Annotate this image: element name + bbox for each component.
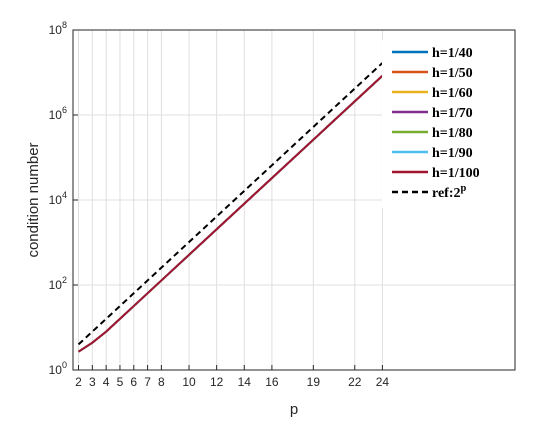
data-line xyxy=(77,75,384,353)
legend-label: h=1/40 xyxy=(432,46,473,61)
legend-label: h=1/90 xyxy=(432,146,473,161)
y-axis-label: condition number xyxy=(25,142,42,257)
x-tick-label: 7 xyxy=(144,375,151,389)
x-tick-label: 16 xyxy=(265,375,279,389)
x-tick-label: 14 xyxy=(238,375,252,389)
legend-label: ref:2p xyxy=(432,183,467,201)
legend-box xyxy=(382,40,514,208)
legend: h=1/40 h=1/50 h=1/60 h=1/70 h=1/80 h=1/90 h=1/… xyxy=(382,40,514,208)
x-tick-label: 19 xyxy=(307,375,321,389)
y-tick-label: 102 xyxy=(49,275,67,292)
legend-label: h=1/60 xyxy=(432,86,473,101)
x-tick-label: 5 xyxy=(117,375,124,389)
y-tick-label: 106 xyxy=(49,105,67,122)
x-tick-label: 6 xyxy=(130,375,137,389)
legend-label: h=1/70 xyxy=(432,106,473,121)
legend-label: h=1/100 xyxy=(432,166,480,181)
y-tick-label: 108 xyxy=(49,20,67,37)
x-tick-label: 12 xyxy=(210,375,224,389)
legend-label: h=1/50 xyxy=(432,66,473,81)
y-tick-label: 104 xyxy=(49,190,67,207)
x-tick-label: 2 xyxy=(75,375,82,389)
x-tick-label: 24 xyxy=(376,375,390,389)
legend-label: h=1/80 xyxy=(432,126,473,141)
axes-box xyxy=(72,29,516,371)
data-line xyxy=(77,62,384,346)
x-tick-label: 3 xyxy=(89,375,96,389)
x-tick-label: 10 xyxy=(182,375,196,389)
y-tick-label: 100 xyxy=(49,360,67,377)
x-tick-label: 8 xyxy=(158,375,165,389)
x-tick-label: 22 xyxy=(348,375,362,389)
x-tick-label: 4 xyxy=(103,375,110,389)
x-axis-label: p xyxy=(290,401,298,418)
